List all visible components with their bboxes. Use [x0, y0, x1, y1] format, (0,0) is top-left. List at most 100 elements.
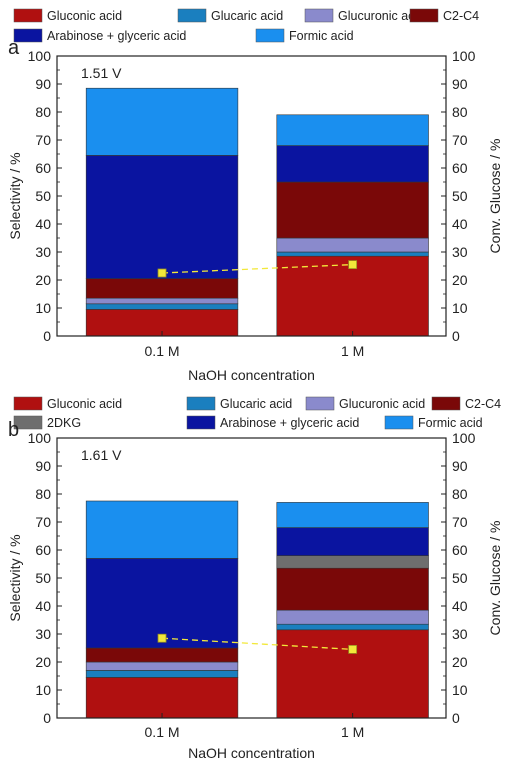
y-tick-label: 90: [35, 76, 51, 92]
legend-swatch: [13, 28, 43, 43]
y2-tick-label: 20: [452, 272, 468, 288]
legend-label: C2-C4: [465, 397, 501, 411]
y-tick-label: 50: [35, 570, 51, 586]
y-tick-label: 40: [35, 216, 51, 232]
legend-label: Arabinose + glyceric acid: [220, 416, 359, 430]
bar-segment: [276, 237, 429, 253]
conversion-line: [161, 637, 353, 651]
chart-panel-a: Gluconic acid Glucaric acid Glucuronic aci…: [7, 8, 503, 383]
legend-label: Arabinose + glyceric acid: [47, 29, 186, 43]
panel-label: a: [8, 37, 20, 59]
legend-label: Glucuronic acid: [338, 9, 424, 23]
legend-swatch: [186, 415, 216, 430]
bar-segment: [85, 558, 239, 649]
y-tick-label: 90: [35, 458, 51, 474]
y-tick-label: 20: [35, 654, 51, 670]
bar-segment: [85, 155, 239, 279]
y2-axis-label: Conv. Glucose / %: [487, 139, 503, 254]
y2-tick-label: 80: [452, 486, 468, 502]
legend-swatch: [255, 28, 285, 43]
voltage-annotation: 1.51 V: [81, 65, 122, 81]
y-tick-label: 40: [35, 598, 51, 614]
y2-tick-label: 50: [452, 188, 468, 204]
conversion-point: [157, 633, 167, 643]
y-tick-label: 100: [28, 430, 52, 446]
y2-axis-label: Conv. Glucose / %: [487, 521, 503, 636]
y2-tick-label: 90: [452, 458, 468, 474]
x-tick-label: 0.1 M: [145, 724, 180, 740]
conversion-line: [162, 263, 353, 274]
bar-segment: [276, 555, 429, 569]
y-tick-label: 10: [35, 682, 51, 698]
bar-segment: [276, 181, 429, 239]
conversion-point: [348, 260, 358, 270]
x-axis-label: NaOH concentration: [188, 367, 315, 383]
bar-segment: [85, 500, 239, 559]
x-tick-label: 1 M: [341, 724, 364, 740]
y2-tick-label: 40: [452, 598, 468, 614]
y-tick-label: 80: [35, 104, 51, 120]
x-tick-label: 0.1 M: [145, 343, 180, 359]
y-tick-label: 60: [35, 542, 51, 558]
bar-segment: [276, 623, 429, 631]
voltage-annotation: 1.61 V: [81, 447, 122, 463]
legend-label: 2DKG: [47, 416, 81, 430]
bar-segment: [276, 145, 429, 183]
panel-label: b: [8, 419, 19, 441]
y2-tick-label: 50: [452, 570, 468, 586]
y2-tick-label: 90: [452, 76, 468, 92]
y-axis-label: Selectivity / %: [7, 152, 23, 239]
bar-segment: [276, 114, 429, 146]
legend-swatch: [431, 396, 461, 411]
y2-tick-label: 10: [452, 682, 468, 698]
chart-panel-b: Gluconic acid Glucaric acid Glucuronic aci…: [7, 396, 503, 761]
y2-tick-label: 20: [452, 654, 468, 670]
bar-segment: [276, 251, 429, 257]
legend-swatch: [305, 396, 335, 411]
legend-label: Gluconic acid: [47, 397, 122, 411]
y-tick-label: 70: [35, 132, 51, 148]
y2-tick-label: 60: [452, 542, 468, 558]
y2-tick-label: 100: [452, 430, 476, 446]
legend-swatch: [409, 8, 439, 23]
legend-label: Glucuronic acid: [339, 397, 425, 411]
y-tick-label: 0: [43, 710, 51, 726]
bar-segment: [276, 527, 429, 556]
legend-label: C2-C4: [443, 9, 479, 23]
y-axis-label: Selectivity / %: [7, 534, 23, 621]
y-tick-label: 20: [35, 272, 51, 288]
y2-tick-label: 60: [452, 160, 468, 176]
bar-segment: [276, 567, 429, 611]
y-tick-label: 30: [35, 626, 51, 642]
y-tick-label: 100: [28, 48, 52, 64]
y2-tick-label: 70: [452, 514, 468, 530]
y2-tick-label: 100: [452, 48, 476, 64]
conversion-point: [157, 268, 167, 278]
y-tick-label: 60: [35, 160, 51, 176]
bar-segment: [85, 661, 239, 671]
legend-swatch: [13, 8, 43, 23]
x-axis-label: NaOH concentration: [188, 745, 315, 761]
y2-tick-label: 70: [452, 132, 468, 148]
legend-swatch: [177, 8, 207, 23]
y-tick-label: 50: [35, 188, 51, 204]
bar-segment: [85, 278, 239, 299]
bar-segment: [85, 87, 239, 156]
legend-label: Gluconic acid: [47, 9, 122, 23]
bar-segment: [85, 647, 239, 663]
bar-segment: [85, 303, 239, 310]
x-tick-label: 1 M: [341, 343, 364, 359]
legend-label: Formic acid: [289, 29, 354, 43]
y2-tick-label: 30: [452, 244, 468, 260]
conversion-point: [348, 645, 358, 654]
y2-tick-label: 80: [452, 104, 468, 120]
legend-swatch: [13, 415, 43, 430]
bar-segment: [85, 297, 239, 305]
y2-tick-label: 30: [452, 626, 468, 642]
bar-segment: [276, 255, 429, 337]
bar-segment: [276, 609, 429, 625]
y-tick-label: 80: [35, 486, 51, 502]
y2-tick-label: 40: [452, 216, 468, 232]
bar-segment: [85, 677, 239, 719]
